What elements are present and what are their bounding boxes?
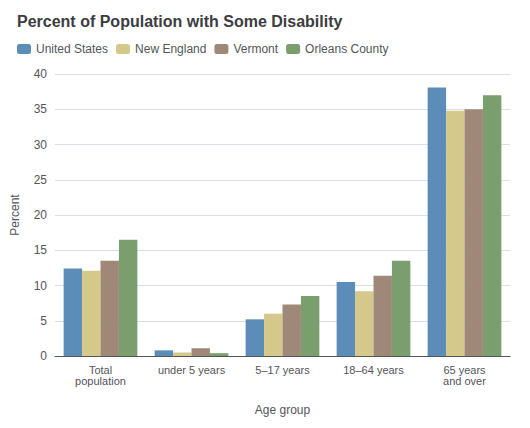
svg-text:United States: United States xyxy=(36,42,108,56)
svg-text:30: 30 xyxy=(34,138,48,152)
svg-text:Percent of Population with Som: Percent of Population with Some Disabili… xyxy=(17,13,342,30)
svg-text:New England: New England xyxy=(135,42,206,56)
svg-text:under 5 years: under 5 years xyxy=(158,364,226,376)
svg-text:20: 20 xyxy=(34,208,48,222)
svg-text:Percent: Percent xyxy=(8,194,22,236)
svg-text:10: 10 xyxy=(34,279,48,293)
svg-text:65 years: 65 years xyxy=(443,363,486,376)
svg-text:25: 25 xyxy=(34,173,48,187)
svg-text:40: 40 xyxy=(34,67,48,81)
svg-text:35: 35 xyxy=(34,102,48,116)
svg-text:5: 5 xyxy=(40,314,47,328)
svg-text:Orleans County: Orleans County xyxy=(305,42,388,56)
svg-text:0: 0 xyxy=(40,349,47,363)
svg-text:population: population xyxy=(75,375,126,387)
svg-text:18–64 years: 18–64 years xyxy=(343,364,404,376)
svg-text:Age group: Age group xyxy=(255,403,311,417)
svg-text:and over: and over xyxy=(443,375,486,387)
svg-text:Vermont: Vermont xyxy=(233,42,278,56)
svg-text:Total: Total xyxy=(88,363,113,376)
svg-text:15: 15 xyxy=(34,243,48,257)
svg-text:5–17 years: 5–17 years xyxy=(255,364,310,376)
